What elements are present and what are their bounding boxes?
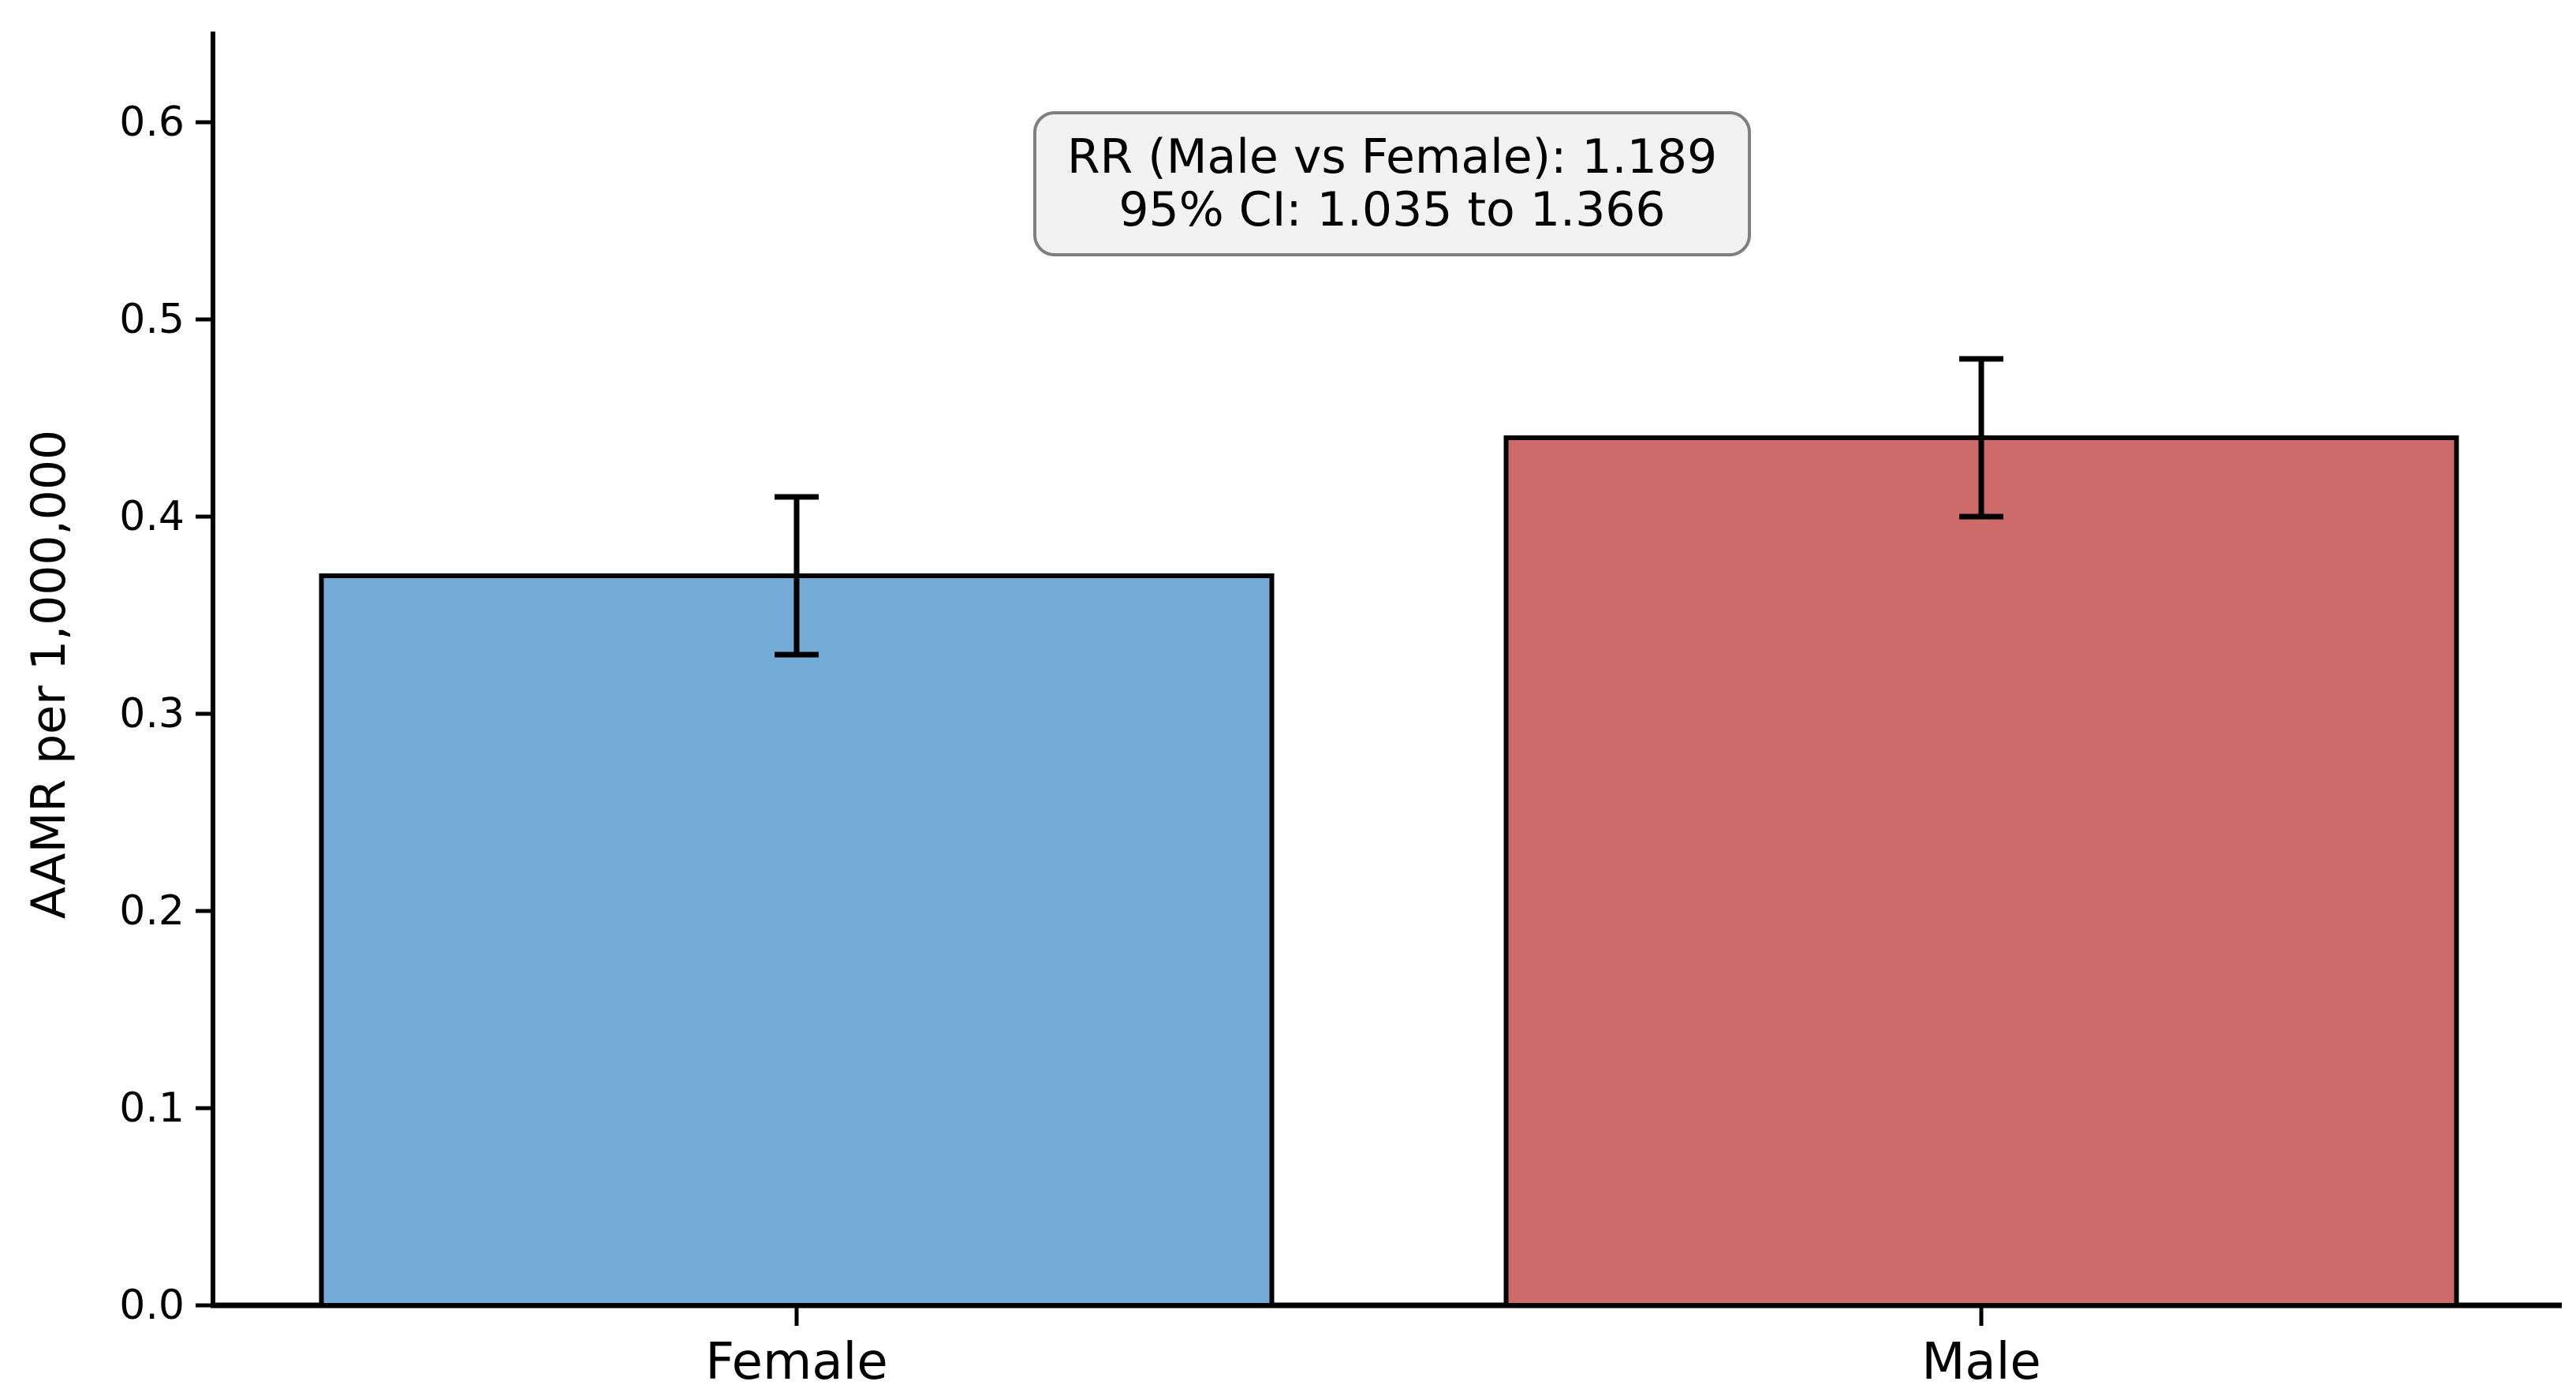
x-tick-label: Female [705, 1333, 887, 1391]
y-tick-label: 0.1 [119, 1085, 185, 1132]
bar-male [1503, 435, 2459, 1308]
annotation-background [1033, 111, 1751, 256]
annotation-line1: RR (Male vs Female): 1.189 [1067, 129, 1717, 185]
y-tick-label: 0.3 [119, 690, 185, 737]
y-tick-label: 0.0 [119, 1282, 185, 1329]
annotation-line2: 95% CI: 1.035 to 1.366 [1118, 182, 1665, 237]
y-tick-label: 0.4 [119, 493, 185, 540]
x-tick-label: Male [1921, 1333, 2041, 1391]
plot-area: 0.0 0.1 0.2 0.3 0.4 0.5 0.6 Female Male [119, 32, 2562, 1391]
bar-female [319, 573, 1275, 1308]
y-axis-label: AAMR per 1,000,000 [21, 430, 77, 919]
y-tick-label: 0.5 [119, 296, 185, 343]
annotation-box: RR (Male vs Female): 1.189 95% CI: 1.035… [1033, 111, 1751, 256]
y-tick-label: 0.6 [119, 99, 185, 146]
y-tick-label: 0.2 [119, 887, 185, 935]
